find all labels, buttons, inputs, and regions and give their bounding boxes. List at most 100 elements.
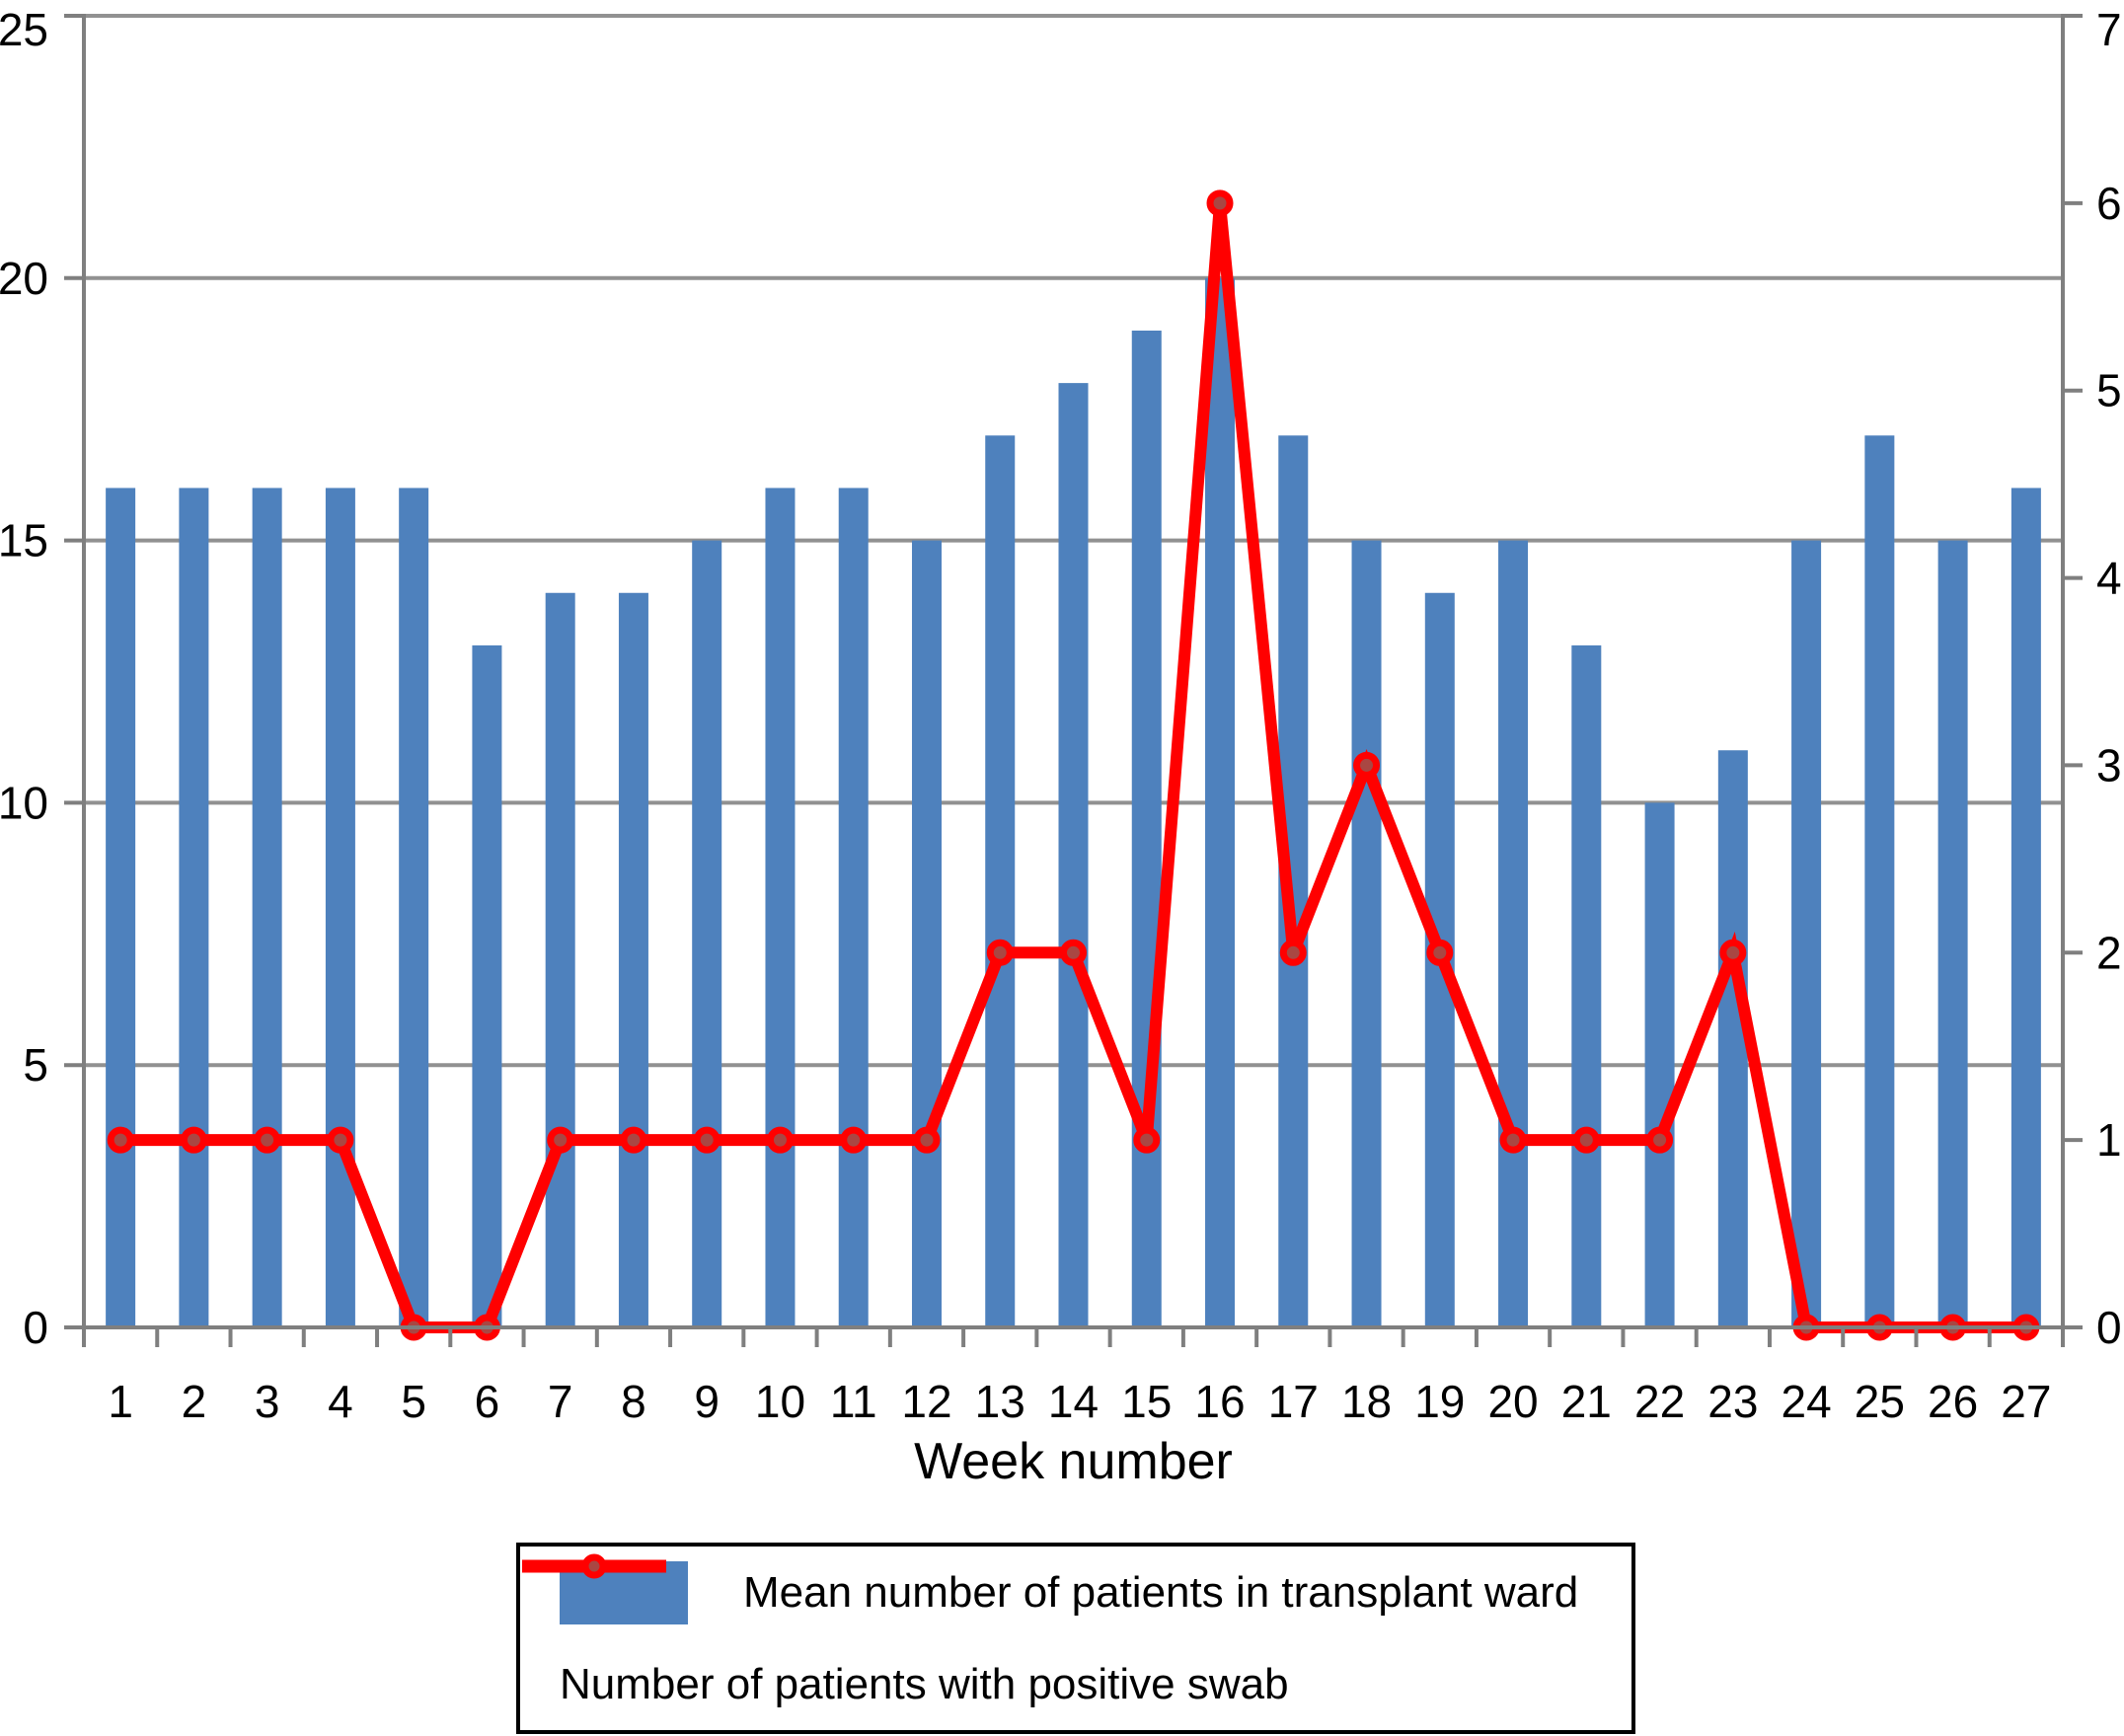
x-axis-title: Week number	[914, 1433, 1233, 1490]
right-axis-label-1: 1	[2096, 1114, 2122, 1166]
bar-week-4	[325, 488, 355, 1327]
line-marker-week-14	[1060, 939, 1087, 966]
x-axis-label-13: 13	[975, 1376, 1025, 1427]
line-marker-week-22	[1646, 1126, 1674, 1154]
line-marker-week-4	[327, 1126, 354, 1154]
line-marker-week-10	[766, 1126, 794, 1154]
bar-week-12	[911, 540, 942, 1327]
tick-marks	[64, 14, 2083, 1347]
x-axis-label-1: 1	[108, 1376, 133, 1427]
legend-item-line-series: Number of patients with positive swab	[520, 1553, 1631, 1730]
x-axis-label-18: 18	[1341, 1376, 1392, 1427]
x-axis-label-5: 5	[401, 1376, 426, 1427]
legend-label-bar-series: Mean number of patients in transplant wa…	[743, 1567, 1579, 1617]
x-axis-label-24: 24	[1782, 1376, 1832, 1427]
line-marker-week-18	[1353, 751, 1381, 779]
legend-item-bar-series: Mean number of patients in transplant wa…	[520, 1547, 1631, 1638]
bar-week-15	[1131, 330, 1162, 1328]
x-axis-label-20: 20	[1487, 1376, 1538, 1427]
line-marker-week-11	[840, 1126, 868, 1154]
bar-week-11	[838, 488, 869, 1327]
bar-week-14	[1058, 383, 1089, 1327]
line-marker-week-19	[1426, 939, 1454, 966]
legend-label-line-series: Number of patients with positive swab	[560, 1659, 1289, 1708]
bar-week-10	[765, 488, 796, 1327]
bar-week-21	[1571, 644, 1602, 1327]
line-marker-week-13	[986, 939, 1014, 966]
bar-week-13	[985, 435, 1016, 1327]
right-axis-label-6: 6	[2096, 178, 2122, 229]
x-axis-label-12: 12	[901, 1376, 951, 1427]
right-axis-label-3: 3	[2096, 739, 2122, 791]
line-marker-week-15	[1133, 1126, 1161, 1154]
left-axis-label-5: 5	[23, 1039, 48, 1091]
x-axis-labels: 1 2 3 4 5 6 7 8 9 10 11 12 13 14 15 16 17 18 19 20 21 22 23 24 2…	[108, 1376, 2051, 1427]
right-axis-label-4: 4	[2096, 553, 2122, 604]
x-axis-label-27: 27	[2001, 1376, 2051, 1427]
bar-week-8	[618, 592, 648, 1327]
right-axis-label-5: 5	[2096, 365, 2122, 416]
x-axis-label-3: 3	[255, 1376, 280, 1427]
right-axis-label-0: 0	[2096, 1302, 2122, 1353]
axes	[82, 14, 2065, 1329]
x-axis-label-9: 9	[694, 1376, 720, 1427]
line-marker-week-17	[1279, 939, 1307, 966]
line-marker-week-20	[1499, 1126, 1527, 1154]
bar-week-3	[252, 488, 282, 1327]
bar-week-20	[1498, 540, 1529, 1327]
bar-week-5	[399, 488, 429, 1327]
x-axis-label-10: 10	[755, 1376, 805, 1427]
bar-week-1	[106, 488, 136, 1327]
bar-week-18	[1351, 540, 1382, 1327]
line-marker-week-8	[620, 1126, 647, 1154]
line-series-swatch	[522, 1553, 666, 1579]
bar-week-16	[1205, 277, 1236, 1327]
bar-week-23	[1717, 750, 1748, 1327]
bar-week-25	[1864, 435, 1895, 1327]
x-axis-label-15: 15	[1121, 1376, 1172, 1427]
line-marker-week-1	[107, 1126, 134, 1154]
bar-week-26	[1937, 540, 1968, 1327]
right-axis-label-7: 7	[2096, 4, 2122, 55]
x-axis-label-7: 7	[548, 1376, 573, 1427]
x-axis-label-16: 16	[1194, 1376, 1245, 1427]
x-axis-label-14: 14	[1048, 1376, 1099, 1427]
x-axis-label-2: 2	[182, 1376, 207, 1427]
line-marker-week-2	[180, 1126, 207, 1154]
left-axis-label-0: 0	[23, 1302, 48, 1353]
bar-week-24	[1791, 540, 1822, 1327]
x-axis-label-22: 22	[1634, 1376, 1685, 1427]
bar-week-6	[472, 644, 502, 1327]
x-axis-label-19: 19	[1414, 1376, 1465, 1427]
x-axis-label-11: 11	[830, 1376, 877, 1427]
bar-week-22	[1644, 802, 1675, 1327]
bar-week-27	[2010, 488, 2041, 1327]
line-marker-week-23	[1719, 939, 1747, 966]
line-marker-week-3	[254, 1126, 281, 1154]
bar-week-7	[545, 592, 575, 1327]
legend: Mean number of patients in transplant wa…	[516, 1543, 1635, 1734]
x-axis-label-26: 26	[1928, 1376, 1978, 1427]
line-marker-week-16	[1206, 189, 1234, 217]
right-axis-labels: 0 1 2 3 4 5 6 7	[2096, 4, 2122, 1353]
bar-series	[106, 277, 2041, 1328]
left-axis-label-15: 15	[0, 515, 48, 566]
left-axis-label-10: 10	[0, 777, 48, 828]
left-axis-label-20: 20	[0, 253, 48, 304]
line-marker-week-9	[693, 1126, 721, 1154]
x-axis-label-4: 4	[328, 1376, 353, 1427]
line-marker-week-21	[1572, 1126, 1600, 1154]
bar-week-2	[179, 488, 209, 1327]
bar-week-9	[692, 540, 722, 1327]
line-marker-week-12	[913, 1126, 941, 1154]
x-axis-label-8: 8	[621, 1376, 646, 1427]
x-axis-label-23: 23	[1707, 1376, 1758, 1427]
right-axis-label-2: 2	[2096, 927, 2122, 978]
left-axis-label-25: 25	[0, 4, 48, 55]
line-marker-week-7	[547, 1126, 574, 1154]
x-axis-label-25: 25	[1855, 1376, 1905, 1427]
x-axis-label-6: 6	[475, 1376, 500, 1427]
x-axis-label-21: 21	[1561, 1376, 1612, 1427]
